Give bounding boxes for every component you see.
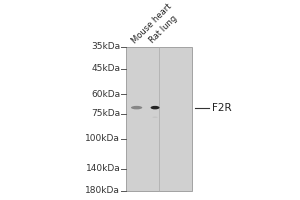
Ellipse shape xyxy=(152,117,158,118)
Text: 180kDa: 180kDa xyxy=(85,186,120,195)
Bar xyxy=(126,47,192,191)
Text: 140kDa: 140kDa xyxy=(85,164,120,173)
Text: 35kDa: 35kDa xyxy=(91,42,120,51)
Ellipse shape xyxy=(131,106,142,109)
Text: 75kDa: 75kDa xyxy=(91,109,120,118)
Text: 100kDa: 100kDa xyxy=(85,134,120,143)
Text: 60kDa: 60kDa xyxy=(91,90,120,99)
Text: Rat lung: Rat lung xyxy=(148,14,179,45)
Text: Mouse heart: Mouse heart xyxy=(130,2,174,45)
Ellipse shape xyxy=(151,106,160,109)
Text: 45kDa: 45kDa xyxy=(91,64,120,73)
Text: F2R: F2R xyxy=(212,103,232,113)
